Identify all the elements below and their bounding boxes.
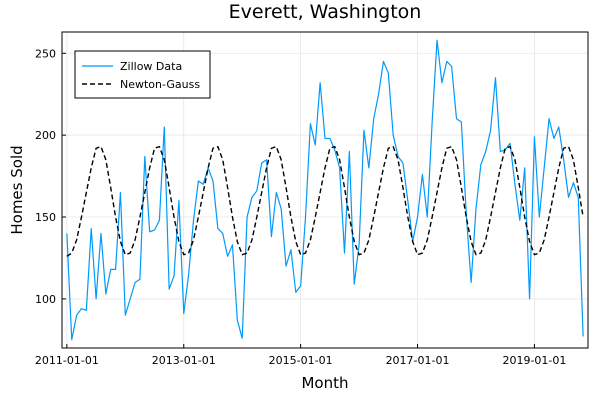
x-axis-label: Month: [301, 374, 348, 392]
legend-label-zillow-data: Zillow Data: [120, 60, 182, 73]
x-tick-label: 2013-01-01: [152, 354, 216, 367]
y-tick-label: 250: [35, 47, 56, 60]
x-tick-label: 2015-01-01: [269, 354, 333, 367]
x-tick-label: 2011-01-01: [35, 354, 99, 367]
y-tick-label: 150: [35, 211, 56, 224]
series-line-newton-gauss: [66, 145, 584, 257]
x-tick-label: 2017-01-01: [386, 354, 450, 367]
legend-box: [74, 50, 211, 99]
legend-label-newton-gauss: Newton-Gauss: [120, 78, 200, 91]
axis-ticks: 2011-01-01 2013-01-01 2015-01-01 2017-01-01…: [35, 47, 566, 367]
series-lines: [66, 39, 584, 341]
y-axis-label: Homes Sold: [8, 145, 26, 234]
y-tick-label: 100: [35, 293, 56, 306]
series-line-zillow-data: [66, 39, 584, 341]
legend: Zillow Data Newton-Gauss: [74, 50, 211, 99]
chart-title: Everett, Washington: [229, 1, 422, 23]
y-tick-label: 200: [35, 129, 56, 142]
plot-area-frame: [61, 31, 589, 349]
x-tick-label: 2019-01-01: [502, 354, 566, 367]
